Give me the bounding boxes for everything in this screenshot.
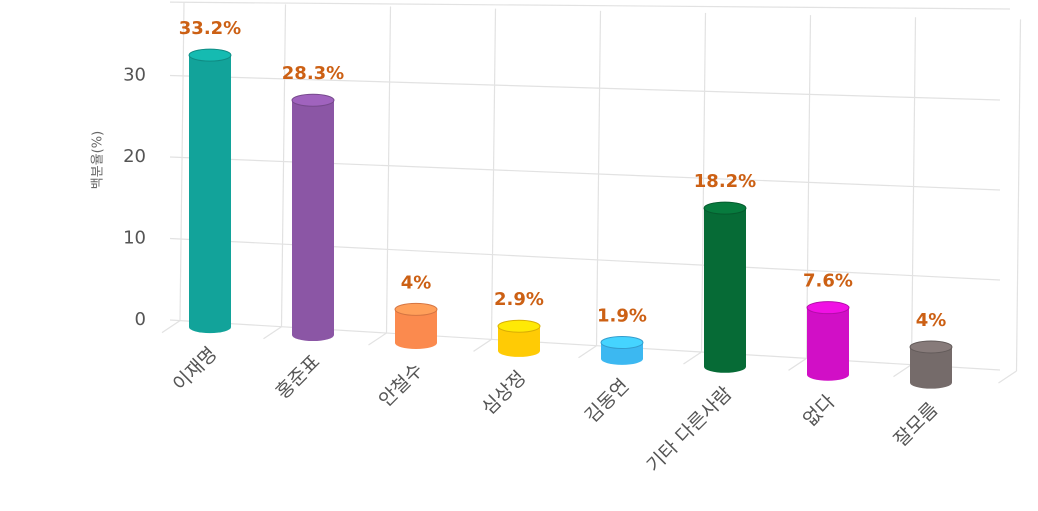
cylinder [394, 302, 438, 349]
bar [189, 55, 231, 334]
floor-tick [788, 357, 807, 371]
bar-cap [600, 335, 644, 349]
grid-line-vertical [700, 12, 707, 353]
x-tick-label: 없다 [799, 391, 839, 431]
bar [498, 326, 540, 357]
bar [292, 100, 334, 342]
grid-line-vertical [280, 4, 287, 327]
value-label: 4% [916, 310, 947, 331]
value-label: 28.3% [282, 63, 344, 84]
x-tick-label: 안철수 [375, 359, 428, 412]
grid-line-vertical [490, 8, 497, 340]
bar-cap [703, 201, 747, 215]
bar [807, 307, 849, 381]
bar-cap [806, 301, 850, 315]
x-tick-label: 김동연 [581, 375, 634, 428]
floor-tick [893, 364, 912, 378]
y-tick-label: 20 [123, 146, 146, 167]
y-tick-label: 0 [135, 309, 146, 330]
value-label: 1.9% [597, 305, 647, 326]
cylinder [909, 340, 953, 389]
grid-line-vertical [910, 17, 917, 365]
floor-tick [578, 345, 597, 359]
grid-line [169, 74, 1001, 101]
y-tick-label: 30 [123, 65, 146, 86]
x-tick-label: 이재명 [169, 343, 222, 396]
bar-cap [394, 302, 438, 316]
value-label: 18.2% [694, 171, 756, 192]
grid-line-vertical [1015, 19, 1022, 372]
cylinder [703, 201, 747, 373]
x-tick-label: 홍준표 [272, 351, 325, 404]
bar [395, 309, 437, 349]
bar [704, 208, 746, 373]
cylinder [188, 48, 232, 334]
floor-tick [683, 351, 702, 365]
bar-cap [497, 319, 541, 333]
grid-line-vertical [595, 10, 602, 346]
cylinder [806, 301, 850, 381]
cylinder [497, 319, 541, 357]
grid-line-vertical [179, 2, 185, 321]
value-label: 4% [401, 272, 432, 293]
y-tick-label: 10 [123, 228, 146, 249]
x-tick-label: 잘모름 [890, 399, 943, 452]
cylinder [600, 335, 644, 365]
grid-line-vertical [805, 15, 812, 359]
cylinder [291, 93, 335, 342]
floor-tick [161, 320, 181, 334]
grid-border [169, 1, 1011, 10]
x-tick-label: 기타 다른사람 [642, 383, 736, 477]
y-axis-title: 백분율(%) [91, 131, 106, 189]
value-label: 7.6% [803, 271, 853, 292]
bar-cap [188, 48, 232, 62]
x-tick-label: 심상정 [478, 367, 531, 420]
value-label: 2.9% [494, 289, 544, 310]
bar-cap [291, 93, 335, 107]
floor-tick [473, 338, 492, 352]
grid-line-vertical [385, 6, 392, 334]
value-label: 33.2% [179, 18, 241, 39]
floor-tick [998, 370, 1017, 384]
floor-tick [263, 326, 282, 340]
bar [910, 346, 952, 389]
bar-cap [909, 340, 953, 354]
floor-tick [368, 332, 387, 346]
